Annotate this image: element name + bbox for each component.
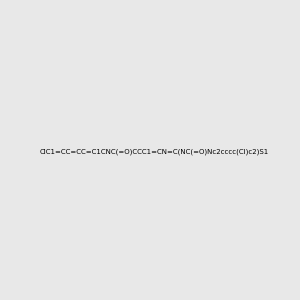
Text: ClC1=CC=CC=C1CNC(=O)CCC1=CN=C(NC(=O)Nc2cccc(Cl)c2)S1: ClC1=CC=CC=C1CNC(=O)CCC1=CN=C(NC(=O)Nc2c…	[39, 148, 268, 155]
